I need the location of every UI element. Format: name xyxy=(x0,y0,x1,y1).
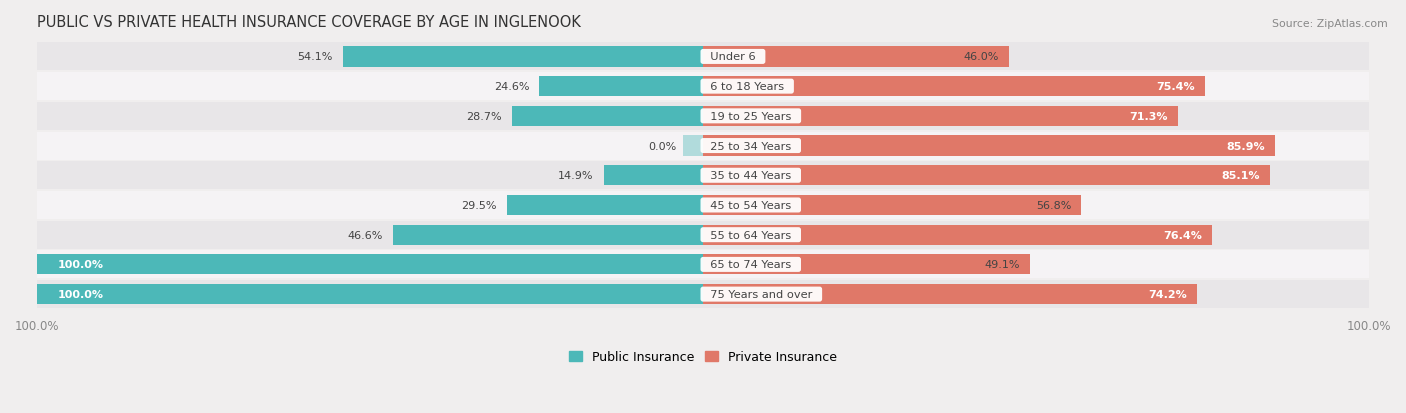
Legend: Public Insurance, Private Insurance: Public Insurance, Private Insurance xyxy=(564,345,842,368)
Bar xyxy=(703,255,1029,275)
Text: 28.7%: 28.7% xyxy=(467,112,502,121)
Text: 74.2%: 74.2% xyxy=(1149,290,1187,299)
Text: 65 to 74 Years: 65 to 74 Years xyxy=(703,260,799,270)
Text: 85.1%: 85.1% xyxy=(1220,171,1260,181)
Bar xyxy=(37,162,1369,190)
Bar xyxy=(703,136,1275,156)
Text: 55 to 64 Years: 55 to 64 Years xyxy=(703,230,799,240)
Bar xyxy=(37,284,703,304)
Bar xyxy=(703,195,1081,216)
Text: Under 6: Under 6 xyxy=(703,52,763,62)
Bar xyxy=(37,280,1369,309)
Text: 19 to 25 Years: 19 to 25 Years xyxy=(703,112,799,121)
Text: 75.4%: 75.4% xyxy=(1156,82,1195,92)
Text: 100.0%: 100.0% xyxy=(58,290,103,299)
Text: 35 to 44 Years: 35 to 44 Years xyxy=(703,171,799,181)
Text: 25 to 34 Years: 25 to 34 Years xyxy=(703,141,799,151)
Text: 100.0%: 100.0% xyxy=(58,260,103,270)
Bar xyxy=(703,284,1197,304)
Bar xyxy=(703,166,1270,186)
Bar xyxy=(703,77,1205,97)
Text: 75 Years and over: 75 Years and over xyxy=(703,290,820,299)
Bar xyxy=(703,47,1010,67)
Text: 76.4%: 76.4% xyxy=(1163,230,1202,240)
Bar xyxy=(392,225,703,245)
Bar xyxy=(540,77,703,97)
Text: 71.3%: 71.3% xyxy=(1129,112,1168,121)
Text: 54.1%: 54.1% xyxy=(298,52,333,62)
Text: PUBLIC VS PRIVATE HEALTH INSURANCE COVERAGE BY AGE IN INGLENOOK: PUBLIC VS PRIVATE HEALTH INSURANCE COVER… xyxy=(37,15,581,30)
Bar xyxy=(683,136,703,156)
Bar xyxy=(703,225,1212,245)
Text: 49.1%: 49.1% xyxy=(984,260,1019,270)
Text: 85.9%: 85.9% xyxy=(1226,141,1265,151)
Bar xyxy=(37,73,1369,101)
Bar xyxy=(37,221,1369,249)
Text: 0.0%: 0.0% xyxy=(648,141,676,151)
Bar xyxy=(37,192,1369,219)
Bar xyxy=(343,47,703,67)
Bar xyxy=(506,195,703,216)
Bar xyxy=(512,107,703,127)
Text: 14.9%: 14.9% xyxy=(558,171,593,181)
Text: 46.0%: 46.0% xyxy=(965,52,1000,62)
Bar xyxy=(37,43,1369,71)
Text: 29.5%: 29.5% xyxy=(461,200,496,211)
Bar xyxy=(37,103,1369,131)
Bar xyxy=(37,255,703,275)
Bar xyxy=(703,107,1178,127)
Text: Source: ZipAtlas.com: Source: ZipAtlas.com xyxy=(1272,19,1388,28)
Bar xyxy=(37,251,1369,279)
Text: 45 to 54 Years: 45 to 54 Years xyxy=(703,200,799,211)
Text: 56.8%: 56.8% xyxy=(1036,200,1071,211)
Text: 6 to 18 Years: 6 to 18 Years xyxy=(703,82,792,92)
Text: 24.6%: 24.6% xyxy=(494,82,529,92)
Bar xyxy=(603,166,703,186)
Bar xyxy=(37,132,1369,160)
Text: 46.6%: 46.6% xyxy=(347,230,382,240)
